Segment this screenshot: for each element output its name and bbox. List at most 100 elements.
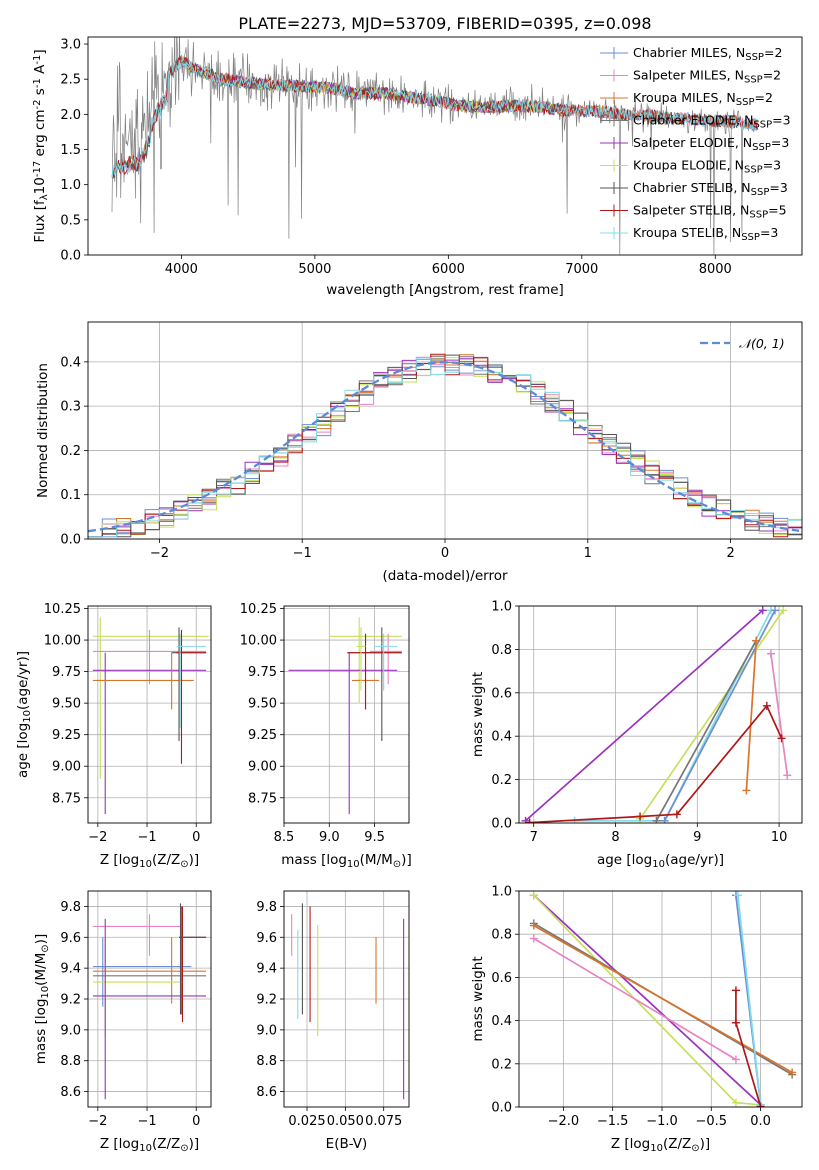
y-tick-label: 1.0 — [491, 600, 512, 615]
y-axis-label: Normed distribution — [35, 363, 51, 498]
y-tick-label: 0.4 — [491, 1014, 512, 1029]
series-kroupa_elodie — [636, 606, 788, 823]
y-tick-label: 0.2 — [491, 1057, 512, 1072]
legend-label: Chabrier ELODIE, NSSP=3 — [633, 113, 791, 131]
point-chabrier_stelib — [171, 627, 207, 741]
axes-frame — [87, 890, 212, 1108]
hist-salpeter_stelib — [88, 353, 802, 538]
y-tick-label: 0.0 — [491, 1101, 512, 1116]
x-tick-label: 0.050 — [327, 1114, 364, 1129]
x-axis-label: age [log10(age/yr)] — [597, 852, 724, 870]
y-tick-label: 0.8 — [491, 643, 512, 658]
x-tick-label: 9 — [693, 830, 701, 845]
legend-label: Chabrier STELIB, NSSP=3 — [633, 180, 788, 198]
legend: 𝒩(0, 1) — [700, 336, 785, 351]
y-tick-label: 9.25 — [52, 728, 81, 743]
x-axis-label-part: Z [log — [100, 852, 139, 868]
series-chabrier_miles — [731, 891, 765, 1107]
point-kroupa_stelib — [176, 633, 207, 729]
x-tick-label: 7 — [530, 830, 538, 845]
y-axis-label-part: )] — [33, 934, 49, 945]
x-tick-label: 5000 — [298, 262, 331, 277]
series-salpeter_elodie — [529, 891, 765, 1107]
series-salpeter_elodie — [521, 606, 767, 823]
y-tick-label: 9.50 — [52, 697, 81, 712]
legend-label-part: SSP — [736, 97, 755, 108]
legend-label-part: =3 — [769, 180, 787, 195]
series-line — [737, 895, 762, 1105]
legend-label: Chabrier MILES, NSSP=2 — [633, 45, 782, 63]
legend-label-part: Chabrier ELODIE, N — [633, 113, 753, 128]
legend-label: 𝒩(0, 1) — [739, 336, 785, 351]
legend-item-kroupa_miles: Kroupa MILES, NSSP=2 — [600, 90, 773, 108]
x-axis-label-part: 10 — [652, 859, 665, 870]
y-tick-label: 0.3 — [60, 400, 81, 415]
data-layer — [92, 617, 209, 815]
legend-label-part: Salpeter STELIB, N — [633, 203, 749, 218]
y-axis-label-part: λ — [39, 194, 50, 200]
y-tick-label: 0.0 — [60, 533, 81, 548]
legend-label-part: SSP — [741, 232, 760, 243]
plot-residuals: −2 −1 0 1 2 0.0 0.1 0.2 0.3 0.4 (data-model)/error… — [35, 321, 803, 584]
y-tick-label: 2.5 — [60, 73, 81, 88]
legend-label-part: SSP — [744, 74, 763, 85]
x-tick-label: 0.025 — [288, 1114, 325, 1129]
legend-item-chabrier_stelib: Chabrier STELIB, NSSP=3 — [600, 180, 788, 198]
y-axis-label-part: mass [log — [33, 999, 49, 1065]
x-tick-label: −2 — [88, 1114, 107, 1129]
y-axis-label-part: A — [32, 64, 48, 78]
y-tick-label: 9.8 — [256, 900, 277, 915]
point-kroupa_stelib — [374, 633, 398, 691]
x-tick-label: −2 — [88, 830, 107, 845]
x-axis-label-part: 10 — [347, 859, 360, 870]
point-kroupa_miles — [92, 937, 207, 1004]
y-tick-label: 8.8 — [256, 1054, 277, 1069]
y-tick-label: 0.0 — [491, 817, 512, 832]
x-axis-label-part: mass [log — [281, 852, 347, 868]
x-tick-label: 8.5 — [274, 830, 295, 845]
legend-item-chabrier_elodie: Chabrier ELODIE, NSSP=3 — [600, 113, 791, 131]
point-salpeter_miles — [92, 914, 182, 956]
hist-kroupa_stelib — [88, 357, 802, 538]
x-axis-label-part: 10 — [650, 1143, 663, 1154]
x-tick-label: 6000 — [432, 262, 465, 277]
y-tick-label: 10.25 — [44, 602, 81, 617]
x-axis-label-part: age [log — [597, 852, 652, 868]
series-salpeter_miles — [529, 934, 740, 1064]
legend-label-part: =3 — [763, 158, 781, 173]
point-salpeter_miles — [370, 633, 402, 685]
data-layer — [92, 903, 207, 1100]
y-tick-label: 0.6 — [491, 971, 512, 986]
x-axis-label-part: ⊙ — [691, 1143, 699, 1154]
point-salpeter_miles — [92, 629, 207, 685]
x-tick-label: 0.075 — [365, 1114, 402, 1129]
legend-label-part: SSP — [753, 119, 772, 130]
x-tick-label: 0.0 — [750, 1114, 771, 1129]
axes-frame — [518, 890, 803, 1108]
axes-frame — [87, 321, 803, 540]
legend-label-part: =3 — [772, 113, 790, 128]
y-axis-label: age [log10(age/yr)] — [15, 651, 33, 778]
y-axis-label-part: age [log — [15, 723, 31, 778]
x-axis-label: Z [log10(Z/Z⊙)] — [611, 1136, 710, 1154]
x-tick-label: −1.5 — [597, 1114, 629, 1129]
y-tick-label: 8.6 — [256, 1085, 277, 1100]
x-axis-label-part: (Z/Z — [663, 1136, 691, 1152]
y-tick-label: 8.75 — [52, 791, 81, 806]
legend-label-part: =5 — [768, 203, 786, 218]
plot-spectrum: 4000 5000 6000 7000 8000 0.0 0.5 1.0 1.5 2.0 2.5 3.… — [32, 36, 803, 298]
legend-label-part: =2 — [755, 90, 773, 105]
y-tick-label: 9.0 — [60, 1023, 81, 1038]
point-salpeter_elodie — [92, 652, 207, 815]
y-tick-label: 0.4 — [60, 355, 81, 370]
legend-label-part: Chabrier STELIB, N — [633, 180, 751, 195]
y-tick-label: 0.1 — [60, 488, 81, 503]
x-axis-label: Z [log10(Z/Z⊙)] — [100, 1136, 199, 1154]
y-axis-label-part: -1 — [32, 55, 43, 65]
series-line — [533, 924, 793, 1074]
series-line — [745, 640, 758, 791]
data-layer — [529, 891, 797, 1107]
point-salpeter_stelib — [176, 629, 207, 764]
legend-label: Salpeter STELIB, NSSP=5 — [633, 203, 787, 221]
